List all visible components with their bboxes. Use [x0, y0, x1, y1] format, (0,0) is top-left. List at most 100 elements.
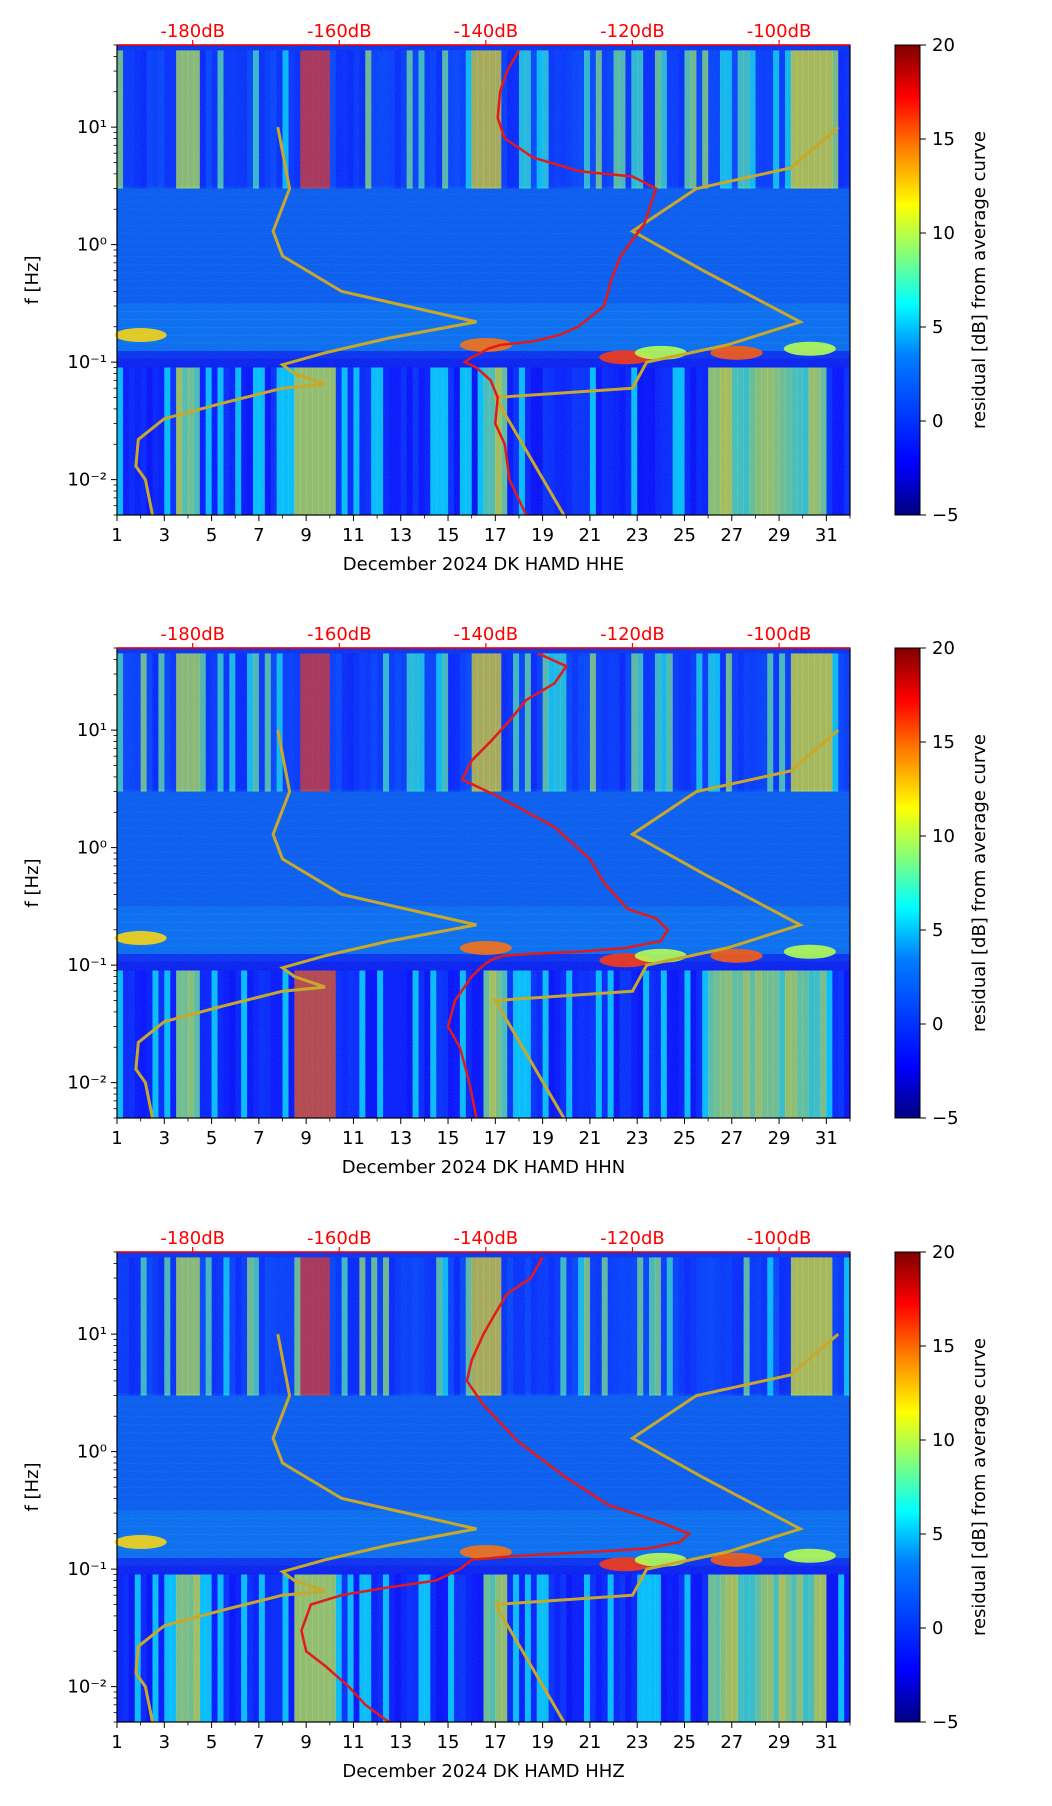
x-tick-label: 27	[720, 525, 743, 546]
x-tick-label: 15	[437, 1732, 460, 1753]
colorbar-tick-label: 10	[932, 223, 955, 244]
low-noise-model-line	[134, 1333, 477, 1723]
x-tick-label: 5	[206, 1732, 217, 1753]
x-tick-label: 11	[342, 525, 365, 546]
x-tick-label: 5	[206, 1128, 217, 1149]
low-noise-model-line	[134, 729, 477, 1119]
x-tick-label: 5	[206, 525, 217, 546]
x-tick-label: 19	[531, 1128, 554, 1149]
x-tick-label: 7	[253, 525, 264, 546]
spectrogram-field	[114, 1252, 851, 1723]
db-label: -180dB	[160, 624, 225, 645]
colorbar-tick-label: −5	[932, 1108, 959, 1129]
colorbar-tick-label: 0	[932, 411, 943, 432]
y-tick-label: 10⁻²	[67, 1073, 107, 1094]
x-tick-label: 25	[673, 1732, 696, 1753]
x-tick-label: 15	[437, 1128, 460, 1149]
y-tick-label: 10⁻¹	[67, 1559, 107, 1580]
colorbar-tick-label: −5	[932, 1712, 959, 1733]
x-tick-label: 31	[815, 1732, 838, 1753]
colorbar-tick-label: 10	[932, 826, 955, 847]
x-tick-label: 15	[437, 525, 460, 546]
colorbar-tick-label: 15	[932, 732, 955, 753]
x-tick-label: 23	[626, 1128, 649, 1149]
colorbar-tick-label: 5	[932, 317, 943, 338]
y-axis-title: f [Hz]	[22, 1462, 43, 1511]
x-tick-label: 31	[815, 525, 838, 546]
x-tick-label: 11	[342, 1732, 365, 1753]
x-tick-label: 21	[578, 1732, 601, 1753]
x-tick-label: 27	[720, 1128, 743, 1149]
db-label: -140dB	[454, 1228, 519, 1249]
x-axis-title: December 2024 DK HAMD HHZ	[342, 1761, 624, 1782]
x-tick-label: 17	[484, 1732, 507, 1753]
x-tick-label: 3	[159, 525, 170, 546]
colorbar-tick-label: 5	[932, 920, 943, 941]
y-tick-label: 10⁰	[77, 1442, 107, 1463]
x-tick-label: 9	[300, 525, 311, 546]
x-tick-label: 3	[159, 1732, 170, 1753]
x-tick-label: 9	[300, 1732, 311, 1753]
db-label: -100dB	[747, 21, 812, 42]
psd-curve-line	[446, 652, 670, 1119]
colorbar-tick-label: 20	[932, 35, 955, 56]
colorbar-tick-label: 15	[932, 129, 955, 150]
db-label: -180dB	[160, 1228, 225, 1249]
x-tick-label: 7	[253, 1732, 264, 1753]
x-tick-label: 29	[768, 1128, 791, 1149]
x-tick-label: 23	[626, 525, 649, 546]
x-tick-label: 13	[389, 1128, 412, 1149]
y-tick-label: 10¹	[77, 117, 107, 138]
x-tick-label: 1	[111, 525, 122, 546]
db-label: -160dB	[307, 21, 372, 42]
colorbar-tick-label: 10	[932, 1430, 955, 1451]
y-tick-label: 10⁻²	[67, 470, 107, 491]
x-tick-label: 9	[300, 1128, 311, 1149]
x-tick-label: 21	[578, 1128, 601, 1149]
x-tick-label: 13	[389, 1732, 412, 1753]
x-tick-label: 1	[111, 1732, 122, 1753]
colorbar: 20 15 10 5 0 −5 residual [dB] from average cur…	[894, 35, 990, 526]
spectrogram-field	[114, 45, 851, 516]
colorbar-tick-label: 5	[932, 1524, 943, 1545]
db-label: -140dB	[454, 21, 519, 42]
colorbar-gradient	[894, 1251, 921, 1723]
db-label: -100dB	[747, 1228, 812, 1249]
colorbar-tick-label: −5	[932, 505, 959, 526]
colorbar-tick-label: 0	[932, 1618, 943, 1639]
x-tick-label: 27	[720, 1732, 743, 1753]
y-tick-label: 10⁰	[77, 235, 107, 256]
spectrogram-field	[114, 648, 851, 1119]
db-label: -160dB	[307, 624, 372, 645]
high-noise-model-line	[492, 125, 840, 516]
x-axis-title: December 2024 DK HAMD HHN	[342, 1157, 625, 1178]
y-tick-label: 10⁻²	[67, 1677, 107, 1698]
colorbar-tick-label: 20	[932, 638, 955, 659]
x-tick-label: 25	[673, 1128, 696, 1149]
x-tick-label: 19	[531, 1732, 554, 1753]
noise-texture	[117, 648, 850, 1118]
x-tick-label: 21	[578, 525, 601, 546]
colorbar-label: residual [dB] from average curve	[969, 734, 990, 1032]
colorbar-label: residual [dB] from average curve	[969, 1338, 990, 1636]
colorbar-label: residual [dB] from average curve	[969, 131, 990, 429]
x-tick-label: 17	[484, 525, 507, 546]
colorbar-tick-label: 15	[932, 1336, 955, 1357]
db-label: -120dB	[600, 624, 665, 645]
x-tick-label: 29	[768, 1732, 791, 1753]
colorbar-tick-label: 20	[932, 1242, 955, 1263]
db-label: -120dB	[600, 21, 665, 42]
high-noise-model-line	[492, 1332, 840, 1723]
db-label: -100dB	[747, 624, 812, 645]
noise-texture	[117, 45, 850, 515]
db-label: -120dB	[600, 1228, 665, 1249]
y-tick-label: 10⁰	[77, 838, 107, 859]
noise-texture	[117, 1252, 850, 1722]
db-label: -180dB	[160, 21, 225, 42]
y-tick-label: 10¹	[77, 1324, 107, 1345]
colorbar: 20 15 10 5 0 −5 residual [dB] from average cur…	[894, 638, 990, 1129]
x-tick-label: 25	[673, 525, 696, 546]
